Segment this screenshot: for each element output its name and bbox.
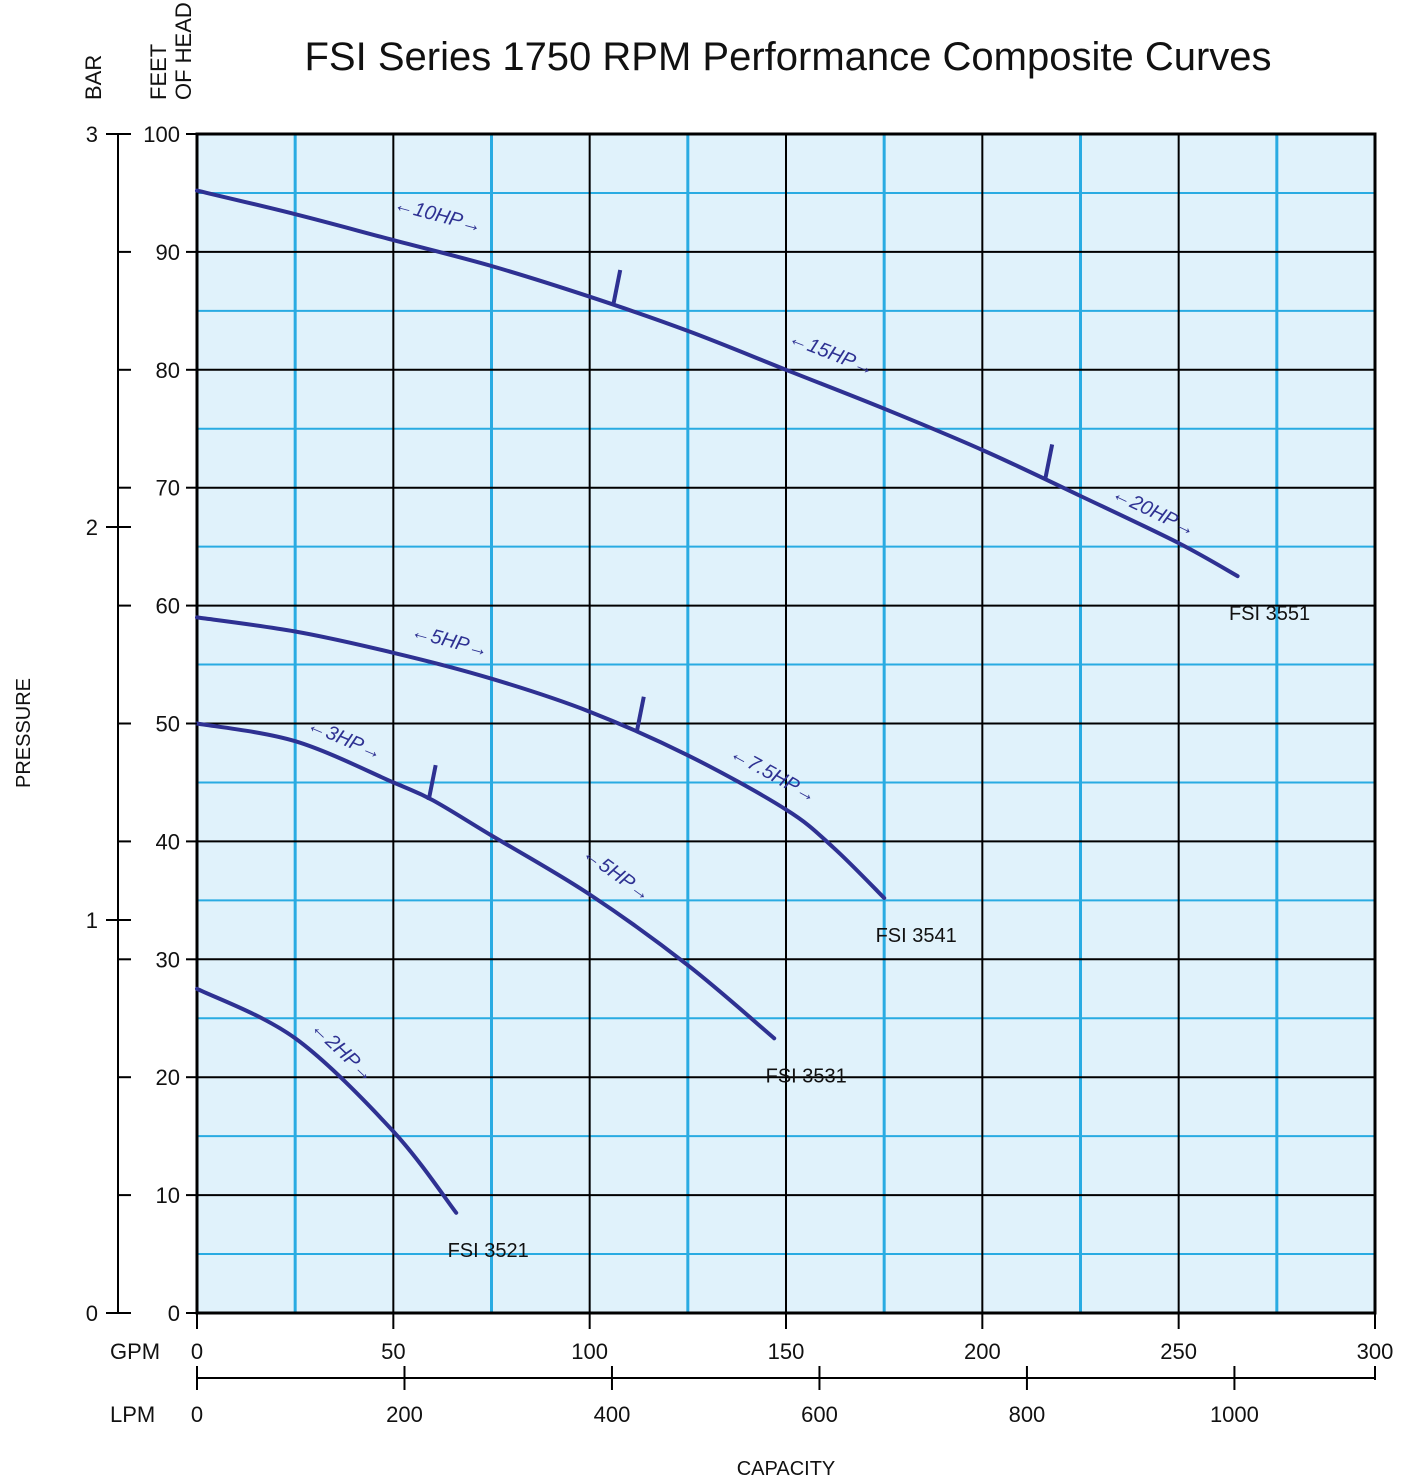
x-axis-label: CAPACITY xyxy=(737,1458,836,1480)
gpm-tick-label: 200 xyxy=(964,1339,1001,1364)
series-line xyxy=(195,721,777,1041)
feet-tick-label: 60 xyxy=(156,594,180,619)
series-line xyxy=(195,615,887,900)
feet-tick-label: 80 xyxy=(156,358,180,383)
series-name-label: FSI 3531 xyxy=(766,1065,847,1087)
lpm-tick-label: 400 xyxy=(594,1402,631,1427)
feet-tick-label: 10 xyxy=(156,1183,180,1208)
feet-tick-label: 20 xyxy=(156,1065,180,1090)
y-axis-label: PRESSURE xyxy=(13,678,35,788)
gpm-tick-label: 250 xyxy=(1160,1339,1197,1364)
gpm-tick-label: 150 xyxy=(768,1339,805,1364)
series-line xyxy=(195,986,459,1215)
grid xyxy=(195,132,1377,1315)
feet-axis-label: FEET OF HEAD xyxy=(146,2,196,100)
hp-boundary-mark xyxy=(611,269,623,306)
feet-tick-label: 70 xyxy=(156,476,180,501)
lpm-tick-label: 800 xyxy=(1009,1402,1046,1427)
series-fsi-3541: ←5HP→←7.5HP→FSI 3541 xyxy=(195,615,957,947)
gpm-tick-label: 100 xyxy=(571,1339,608,1364)
lpm-tick-label: 1000 xyxy=(1210,1402,1259,1427)
hp-boundary-mark xyxy=(426,764,438,801)
hp-boundary-mark xyxy=(634,696,646,733)
lpm-axis-label: LPM xyxy=(110,1402,155,1427)
feet-axis-label-line2: OF HEAD xyxy=(171,2,196,100)
feet-axis-label-line1: FEET xyxy=(146,44,171,100)
feet-tick-label: 100 xyxy=(143,122,180,147)
gpm-tick-label: 300 xyxy=(1357,1339,1394,1364)
feet-tick-label: 90 xyxy=(156,240,180,265)
series-name-label: FSI 3521 xyxy=(448,1240,529,1262)
lpm-tick-label: 200 xyxy=(386,1402,423,1427)
chart-title: FSI Series 1750 RPM Performance Composit… xyxy=(304,35,1271,79)
bar-tick-label: 1 xyxy=(86,908,98,933)
feet-tick-label: 0 xyxy=(168,1301,180,1326)
hp-boundary-mark xyxy=(1043,444,1055,480)
series-line xyxy=(195,188,1240,579)
feet-tick-label: 50 xyxy=(156,712,180,737)
gpm-tick-label: 50 xyxy=(381,1339,405,1364)
bar-tick-label: 3 xyxy=(86,122,98,147)
feet-tick-label: 40 xyxy=(156,829,180,854)
bar-tick-label: 2 xyxy=(86,515,98,540)
bar-axis-label: BAR xyxy=(81,55,106,100)
bar-tick-label: 0 xyxy=(86,1301,98,1326)
lpm-tick-label: 0 xyxy=(191,1402,203,1427)
lpm-tick-label: 600 xyxy=(801,1402,838,1427)
series-name-label: FSI 3551 xyxy=(1229,603,1310,625)
feet-tick-label: 30 xyxy=(156,947,180,972)
gpm-tick-label: 0 xyxy=(191,1339,203,1364)
series-name-label: FSI 3541 xyxy=(876,925,957,947)
gpm-axis-label: GPM xyxy=(110,1339,160,1364)
